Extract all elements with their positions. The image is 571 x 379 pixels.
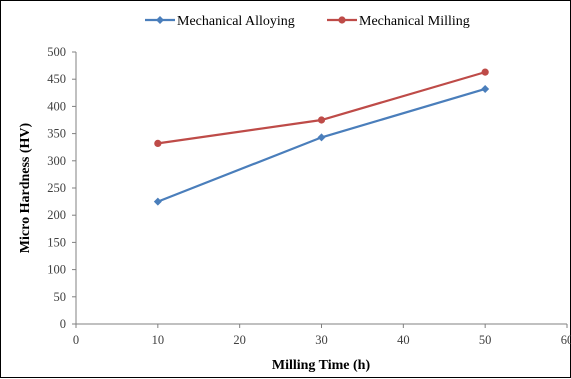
y-tick-label: 400: [47, 99, 66, 113]
y-tick-label: 250: [47, 181, 66, 195]
x-tick-label: 60: [561, 333, 571, 347]
x-tick-label: 50: [479, 333, 492, 347]
y-axis-title: Micro Hardness (HV): [18, 122, 33, 253]
y-tick-label: 150: [47, 235, 66, 249]
legend-item: Mechanical Milling: [327, 14, 470, 29]
data-point: [156, 16, 164, 24]
data-point: [317, 116, 326, 124]
series-line: [157, 87, 486, 203]
y-tick-label: 300: [47, 154, 66, 168]
data-point: [154, 139, 162, 147]
data-point: [481, 84, 490, 93]
series-mechanical-milling: [154, 68, 489, 147]
y-tick-label: 200: [47, 208, 66, 222]
data-point: [338, 16, 346, 24]
x-tick-label: 10: [152, 333, 165, 347]
y-tick-label: 350: [47, 127, 66, 141]
series-line: [157, 71, 486, 145]
y-tick-label: 500: [47, 45, 66, 59]
legend-item: Mechanical Alloying: [145, 14, 295, 29]
y-tick-label: 100: [47, 263, 66, 277]
data-point: [481, 68, 489, 76]
x-tick-label: 30: [315, 333, 328, 347]
legend-label: Mechanical Milling: [359, 14, 470, 29]
x-tick-label: 20: [233, 333, 246, 347]
y-tick-label: 450: [47, 72, 66, 86]
data-point: [317, 133, 326, 142]
axes: [72, 51, 568, 328]
tick-labels: 0 50 100 150 200 250 300 350 400 450 500 0 10 20 30 40 5…: [47, 45, 571, 347]
y-tick-label: 0: [60, 317, 66, 331]
series-lines: [153, 68, 490, 206]
x-tick-label: 0: [73, 333, 79, 347]
x-axis-title: Milling Time (h): [272, 358, 371, 373]
series-mechanical-alloying: [153, 84, 490, 206]
legend-label: Mechanical Alloying: [177, 14, 295, 29]
legend: Mechanical Alloying Mechanical Milling: [145, 14, 470, 29]
x-tick-label: 40: [397, 333, 410, 347]
data-point: [153, 197, 162, 206]
y-tick-label: 50: [54, 290, 67, 304]
